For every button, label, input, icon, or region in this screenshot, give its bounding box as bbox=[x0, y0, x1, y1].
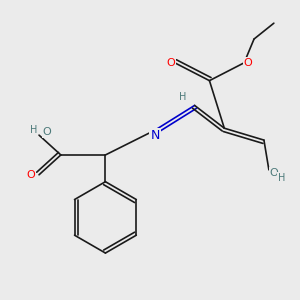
Text: O: O bbox=[167, 58, 175, 68]
Text: H: H bbox=[30, 125, 37, 135]
Text: O: O bbox=[269, 168, 278, 178]
Text: N: N bbox=[150, 129, 160, 142]
Text: H: H bbox=[179, 92, 186, 103]
Text: O: O bbox=[43, 127, 51, 137]
Text: H: H bbox=[278, 173, 286, 183]
Text: O: O bbox=[244, 58, 253, 68]
Text: O: O bbox=[27, 170, 35, 180]
